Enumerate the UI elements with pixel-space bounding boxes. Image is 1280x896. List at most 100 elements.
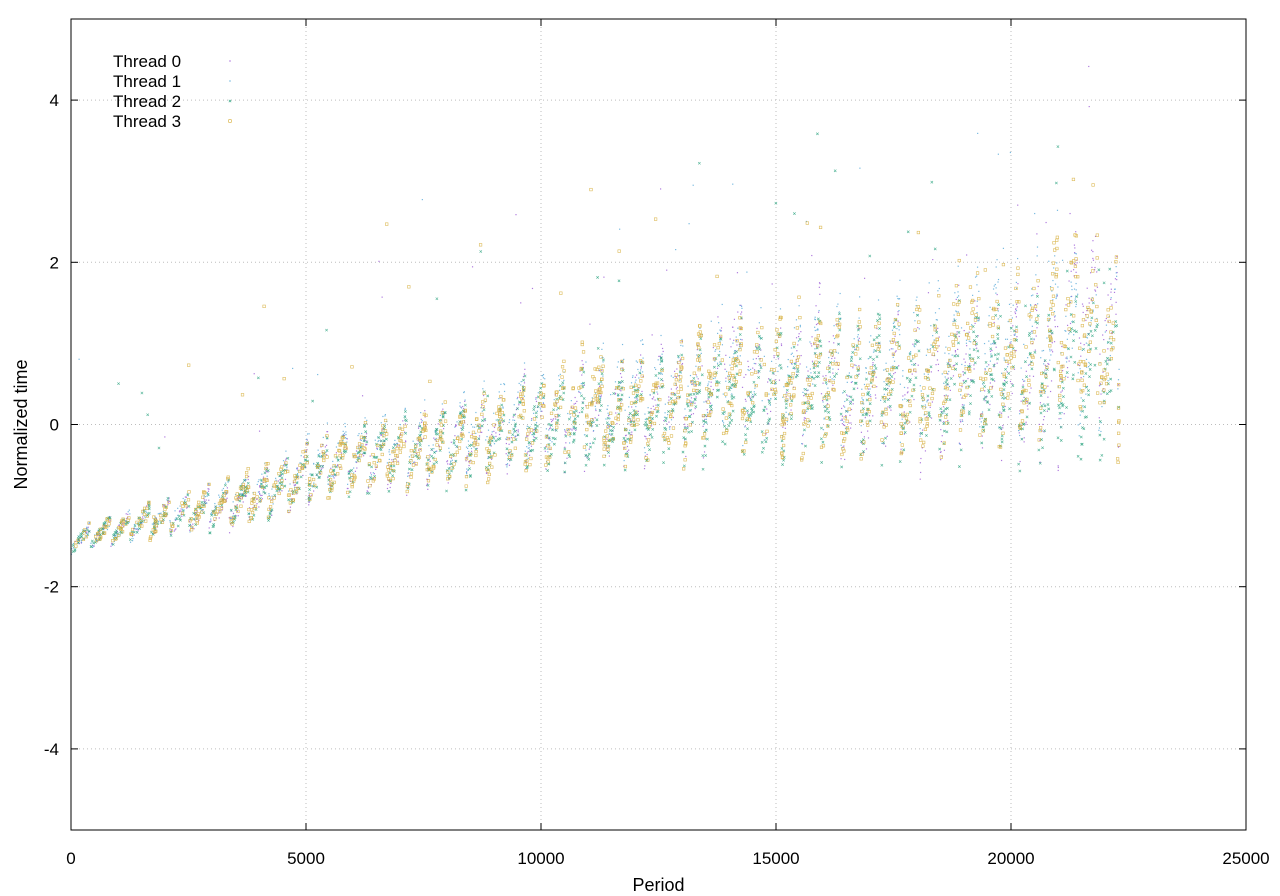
point xyxy=(683,429,687,433)
point xyxy=(468,467,471,471)
point xyxy=(943,429,946,433)
point xyxy=(593,429,595,432)
point xyxy=(620,380,624,383)
point xyxy=(853,381,857,385)
point xyxy=(1060,417,1062,420)
point xyxy=(548,455,552,459)
point xyxy=(594,392,597,394)
point xyxy=(582,382,584,384)
point xyxy=(1039,439,1041,441)
point xyxy=(417,437,419,439)
point xyxy=(382,442,386,446)
point xyxy=(450,469,453,473)
point xyxy=(941,373,943,375)
point xyxy=(712,365,716,369)
point xyxy=(1043,403,1045,405)
point xyxy=(96,533,98,535)
point xyxy=(999,416,1001,418)
point xyxy=(686,404,690,408)
point xyxy=(948,363,951,366)
point xyxy=(1116,279,1118,281)
point xyxy=(922,400,924,402)
point xyxy=(242,501,244,503)
point xyxy=(974,300,976,302)
point xyxy=(767,378,770,380)
point xyxy=(1070,270,1072,272)
point xyxy=(222,487,225,490)
point xyxy=(1085,358,1088,360)
point xyxy=(899,383,901,385)
point xyxy=(567,453,571,457)
point xyxy=(869,394,872,396)
point xyxy=(382,435,384,437)
point xyxy=(466,468,468,470)
point xyxy=(657,371,661,375)
point xyxy=(740,304,742,306)
point xyxy=(778,365,780,367)
point xyxy=(1071,321,1073,323)
point xyxy=(452,462,456,466)
point xyxy=(196,517,198,519)
point xyxy=(339,466,341,469)
point xyxy=(1069,300,1073,304)
point xyxy=(376,448,379,450)
point xyxy=(447,463,449,465)
point xyxy=(677,360,681,365)
point xyxy=(1078,337,1081,339)
point xyxy=(115,534,117,536)
point xyxy=(246,481,250,485)
point xyxy=(740,409,745,413)
point xyxy=(943,395,945,397)
point xyxy=(1114,255,1119,259)
point xyxy=(311,494,313,496)
point xyxy=(989,350,992,352)
point xyxy=(814,348,816,350)
point xyxy=(967,410,971,414)
point xyxy=(528,454,531,456)
point xyxy=(822,401,824,403)
point xyxy=(221,509,223,511)
point xyxy=(1035,274,1037,276)
point xyxy=(517,431,519,433)
point xyxy=(347,483,349,485)
point xyxy=(1040,357,1042,359)
point xyxy=(635,374,638,376)
point xyxy=(592,425,594,427)
point xyxy=(920,432,923,435)
point xyxy=(607,415,610,417)
point xyxy=(259,486,261,488)
point xyxy=(760,349,762,351)
point xyxy=(909,359,913,363)
point xyxy=(282,460,285,462)
point xyxy=(709,411,711,413)
point xyxy=(113,540,116,542)
point xyxy=(972,330,975,334)
point xyxy=(968,340,970,342)
point xyxy=(977,320,979,322)
point xyxy=(1009,326,1013,330)
point xyxy=(1114,320,1118,323)
point xyxy=(790,409,792,411)
point xyxy=(124,522,128,526)
point xyxy=(947,373,949,375)
point xyxy=(519,390,521,392)
point xyxy=(1015,310,1018,312)
point xyxy=(825,393,829,397)
point xyxy=(964,393,968,397)
point xyxy=(262,476,265,478)
point xyxy=(482,416,484,418)
point xyxy=(730,394,734,398)
point xyxy=(955,362,959,366)
point xyxy=(1059,439,1063,442)
point xyxy=(446,470,450,474)
point xyxy=(1098,433,1102,437)
point xyxy=(782,396,784,398)
point xyxy=(731,387,733,389)
point xyxy=(127,511,129,513)
point xyxy=(427,488,429,490)
point xyxy=(265,481,267,484)
point xyxy=(534,436,538,440)
point xyxy=(626,455,630,459)
point xyxy=(118,524,120,526)
